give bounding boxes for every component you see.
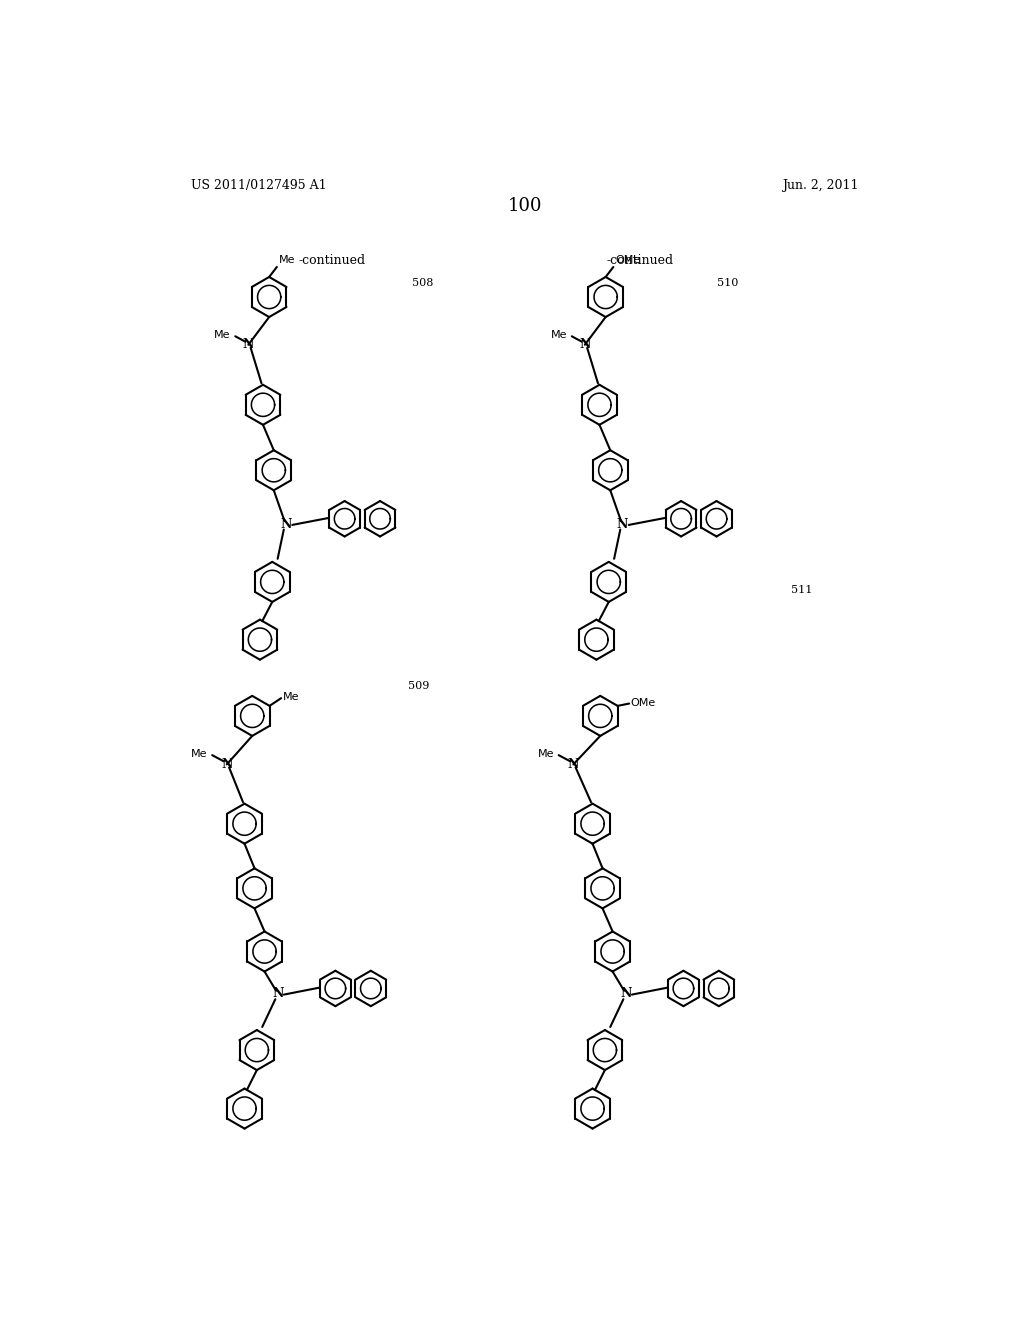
Text: 509: 509: [408, 681, 429, 690]
Text: Jun. 2, 2011: Jun. 2, 2011: [782, 178, 859, 191]
Text: N: N: [243, 338, 254, 351]
Text: Me: Me: [538, 748, 554, 759]
Text: 511: 511: [792, 585, 813, 594]
Text: N: N: [567, 758, 579, 771]
Text: Me: Me: [214, 330, 230, 339]
Text: -continued: -continued: [298, 253, 366, 267]
Text: OMe: OMe: [631, 698, 656, 708]
Text: N: N: [272, 987, 284, 1001]
Text: Me: Me: [551, 330, 567, 339]
Text: Me: Me: [283, 692, 299, 702]
Text: 508: 508: [412, 279, 433, 288]
Text: US 2011/0127495 A1: US 2011/0127495 A1: [190, 178, 327, 191]
Text: Me: Me: [191, 748, 208, 759]
Text: N: N: [616, 517, 629, 531]
Text: -continued: -continued: [606, 253, 674, 267]
Text: OMe: OMe: [614, 256, 640, 265]
Text: 100: 100: [508, 197, 542, 215]
Text: N: N: [620, 987, 632, 1001]
Text: N: N: [580, 338, 591, 351]
Text: Me: Me: [279, 256, 295, 265]
Text: N: N: [281, 517, 292, 531]
Text: N: N: [221, 758, 232, 771]
Text: 510: 510: [717, 279, 738, 288]
